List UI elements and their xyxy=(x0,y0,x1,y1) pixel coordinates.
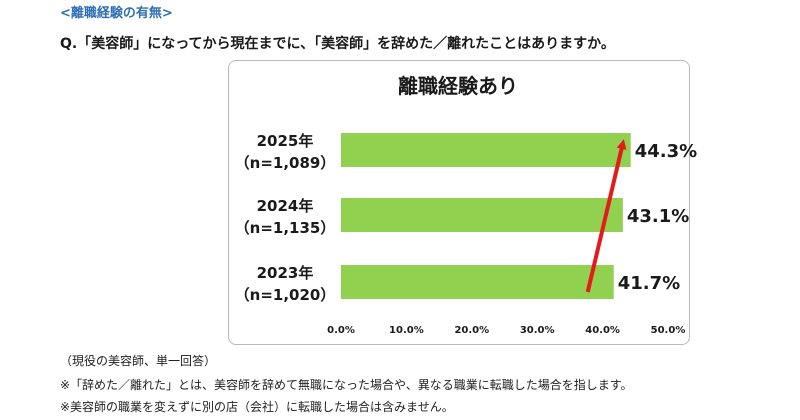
category-label-n: （n=1,135） xyxy=(235,219,336,237)
survey-note: （現役の美容師、単一回答） xyxy=(60,354,217,368)
value-label: 41.7% xyxy=(618,273,680,294)
x-tick-label: 50.0% xyxy=(651,325,686,336)
bar xyxy=(341,265,614,299)
x-tick-label: 40.0% xyxy=(585,325,620,336)
trend-arrow xyxy=(585,139,627,293)
x-tick-label: 0.0% xyxy=(327,325,355,336)
category-label-year: 2025年 xyxy=(257,132,314,150)
category-label-n: （n=1,089） xyxy=(235,154,336,172)
value-label: 44.3% xyxy=(635,141,697,162)
category-label-year: 2024年 xyxy=(257,197,314,215)
question-text: Q.「美容師」になってから現在までに、「美容師」を辞めた／離れたことはありますか… xyxy=(60,36,615,52)
value-label: 43.1% xyxy=(627,206,689,227)
x-tick-label: 10.0% xyxy=(389,325,424,336)
exclusion-note: ※美容師の職業を変えずに別の店（会社）に転職した場合は含みません。 xyxy=(60,400,454,414)
category-label-n: （n=1,020） xyxy=(235,286,336,304)
definition-note: ※「辞めた／離れた」とは、美容師を辞めて無職になった場合や、異なる職業に転職した… xyxy=(60,378,633,392)
category-label-year: 2023年 xyxy=(257,264,314,282)
chart-title: 離職経験あり xyxy=(398,74,518,98)
x-tick-label: 20.0% xyxy=(454,325,489,336)
bar xyxy=(341,198,623,232)
bar xyxy=(341,133,631,167)
x-tick-label: 30.0% xyxy=(520,325,555,336)
section-label: <離職経験の有無> xyxy=(60,6,173,21)
